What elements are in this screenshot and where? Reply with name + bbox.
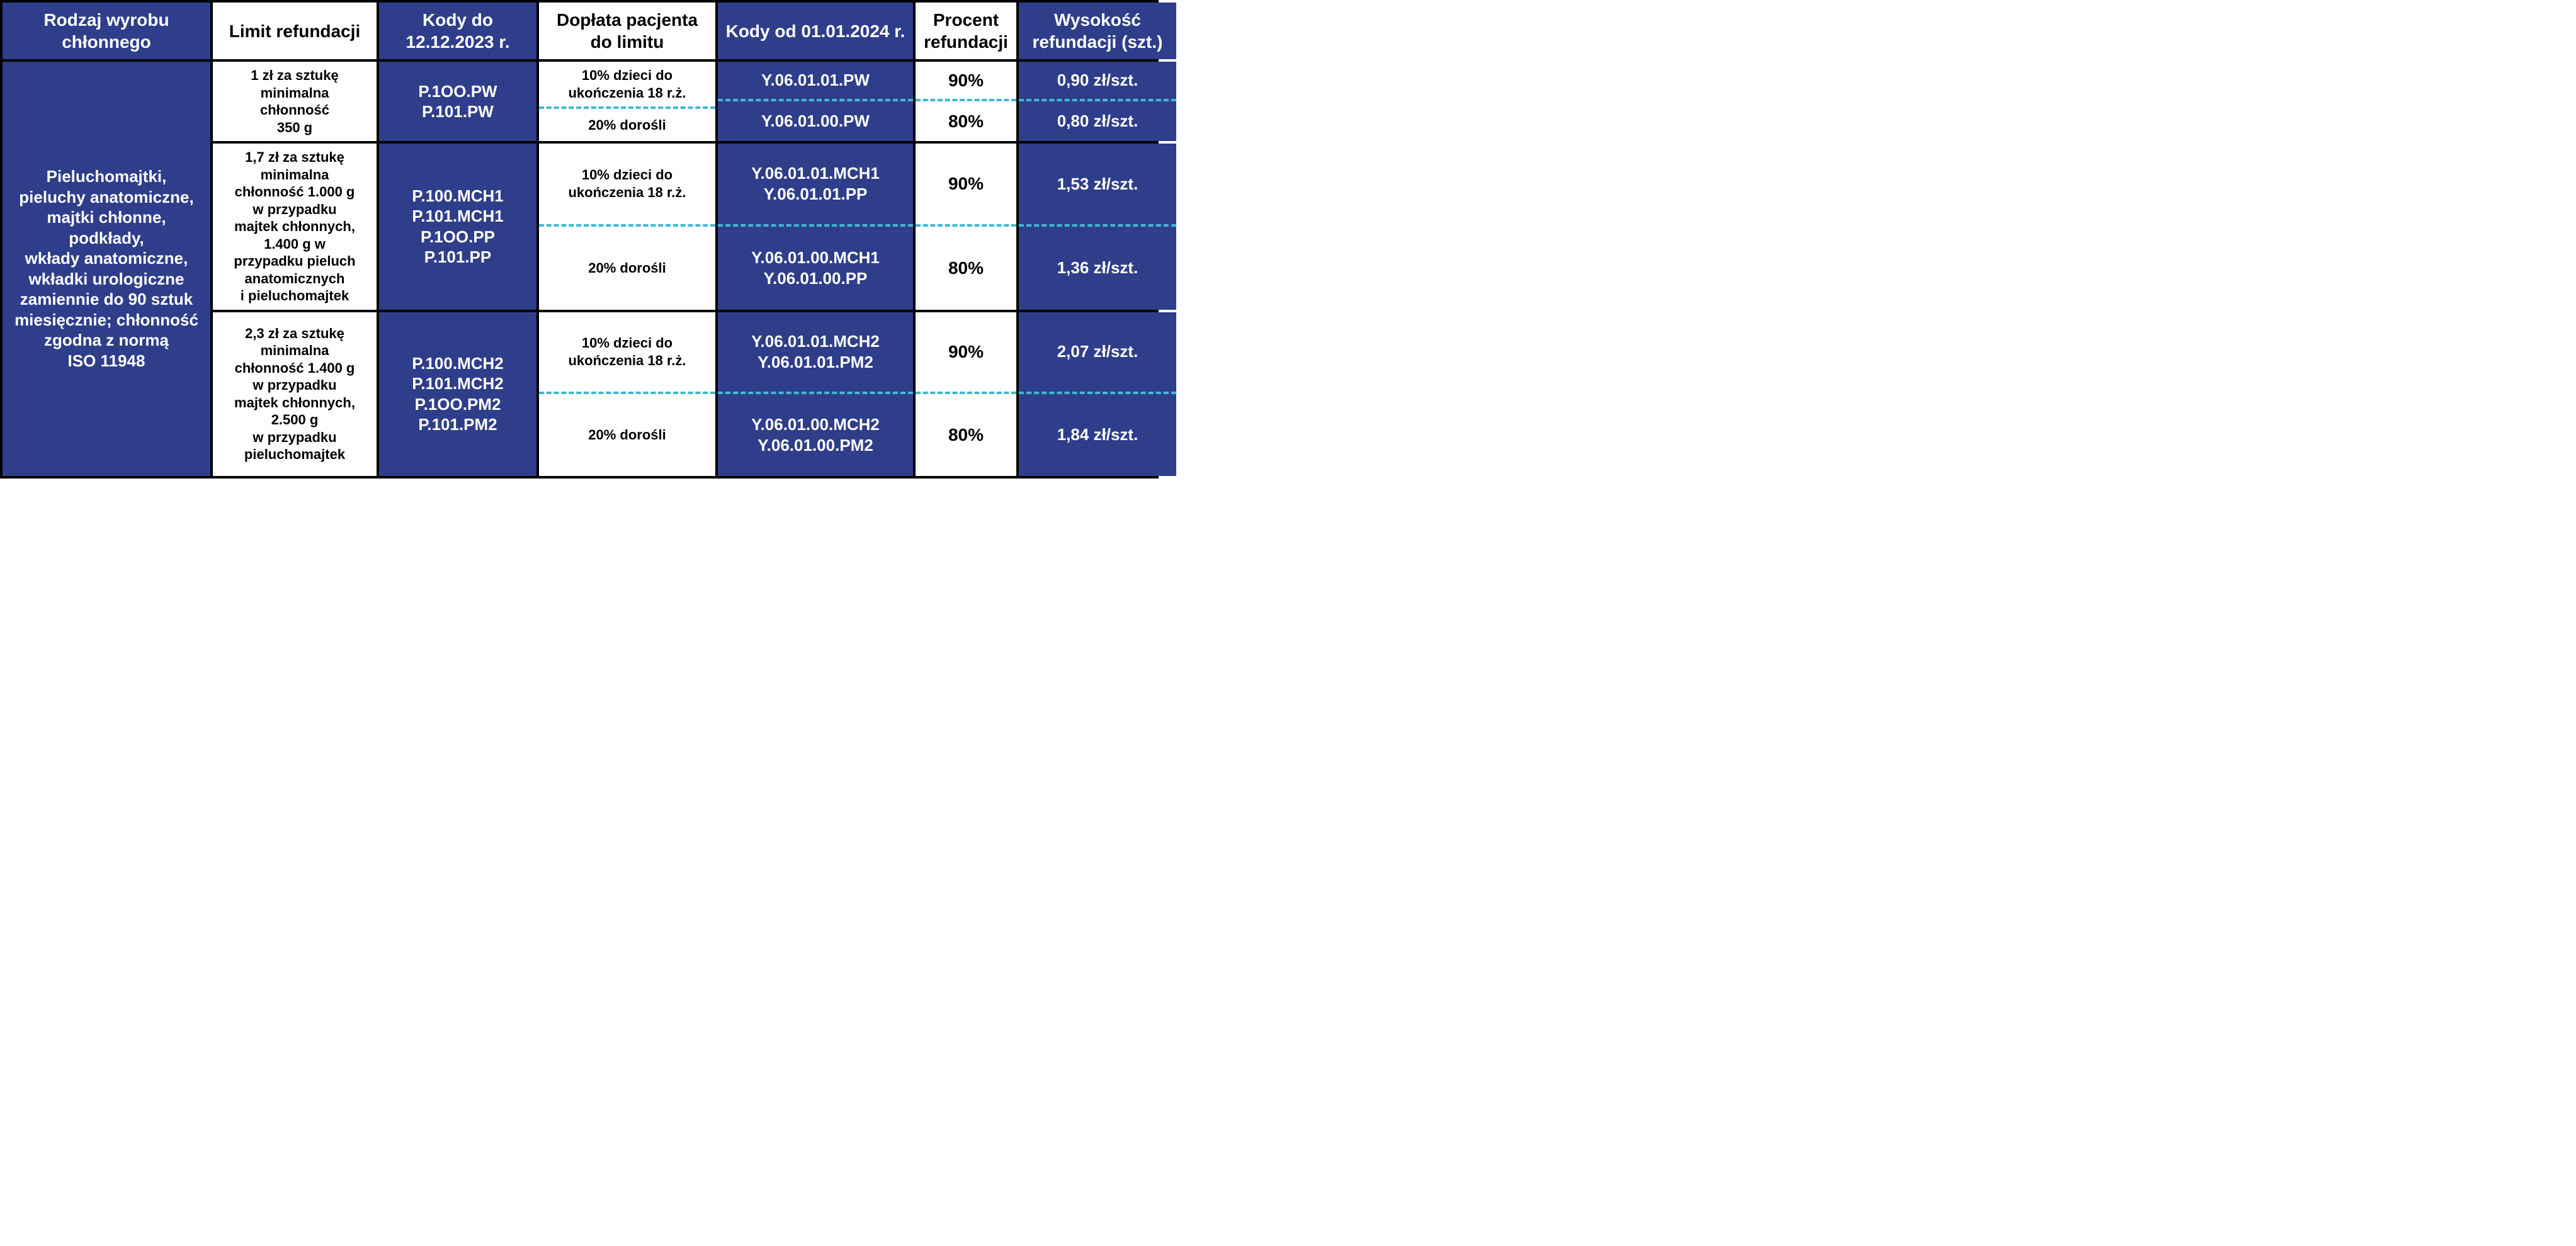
amount-g3-adults: 1,84 zł/szt. — [1019, 394, 1176, 476]
col-header-limit: Limit refundacji — [213, 3, 377, 59]
surcharge-g2-children: 10% dzieci do ukończenia 18 r.ż. — [539, 144, 715, 227]
surcharge-g3-adults: 20% dorośli — [539, 394, 715, 476]
codes-new-g3-adults: Y.06.01.00.MCH2 Y.06.01.00.PM2 — [718, 394, 913, 476]
codes-old-g3: P.100.MCH2 P.101.MCH2 P.1OO.PM2 P.101.PM… — [379, 312, 536, 476]
surcharge-g3: 10% dzieci do ukończenia 18 r.ż. 20% dor… — [539, 312, 715, 476]
amount-g1: 0,90 zł/szt. 0,80 zł/szt. — [1019, 62, 1176, 141]
percent-g2-adults: 80% — [916, 227, 1016, 310]
col-header-codes-old: Kody do 12.12.2023 r. — [379, 3, 536, 59]
col-header-product: Rodzaj wyrobu chłonnego — [3, 3, 210, 59]
codes-new-g2: Y.06.01.01.MCH1 Y.06.01.01.PP Y.06.01.00… — [718, 144, 913, 310]
col-header-percent: Procent refundacji — [916, 3, 1016, 59]
amount-g1-adults: 0,80 zł/szt. — [1019, 101, 1176, 141]
percent-g1: 90% 80% — [916, 62, 1016, 141]
col-header-surcharge: Dopłata pacjenta do limitu — [539, 3, 715, 59]
percent-g3-children: 90% — [916, 312, 1016, 394]
surcharge-g1-children: 10% dzieci do ukończenia 18 r.ż. — [539, 62, 715, 109]
codes-new-g1: Y.06.01.01.PW Y.06.01.00.PW — [718, 62, 913, 141]
percent-g3-adults: 80% — [916, 394, 1016, 476]
codes-new-g2-children: Y.06.01.01.MCH1 Y.06.01.01.PP — [718, 144, 913, 227]
col-header-codes-new: Kody od 01.01.2024 r. — [718, 3, 913, 59]
surcharge-g1-adults: 20% dorośli — [539, 109, 715, 141]
percent-g3: 90% 80% — [916, 312, 1016, 476]
product-type-label: Pieluchomajtki, pieluchy anatomiczne, ma… — [3, 62, 210, 476]
limit-g1: 1 zł za sztukę minimalna chłonność 350 g — [213, 62, 377, 141]
surcharge-g2-adults: 20% dorośli — [539, 227, 715, 310]
surcharge-g1: 10% dzieci do ukończenia 18 r.ż. 20% dor… — [539, 62, 715, 141]
refund-table: Rodzaj wyrobu chłonnego Limit refundacji… — [0, 0, 1159, 479]
percent-g2: 90% 80% — [916, 144, 1016, 310]
codes-new-g1-adults: Y.06.01.00.PW — [718, 101, 913, 141]
amount-g1-children: 0,90 zł/szt. — [1019, 62, 1176, 101]
surcharge-g2: 10% dzieci do ukończenia 18 r.ż. 20% dor… — [539, 144, 715, 310]
surcharge-g3-children: 10% dzieci do ukończenia 18 r.ż. — [539, 312, 715, 394]
amount-g3-children: 2,07 zł/szt. — [1019, 312, 1176, 394]
amount-g2-adults: 1,36 zł/szt. — [1019, 227, 1176, 310]
percent-g1-children: 90% — [916, 62, 1016, 101]
codes-new-g3-children: Y.06.01.01.MCH2 Y.06.01.01.PM2 — [718, 312, 913, 394]
amount-g2: 1,53 zł/szt. 1,36 zł/szt. — [1019, 144, 1176, 310]
codes-new-g1-children: Y.06.01.01.PW — [718, 62, 913, 101]
codes-new-g3: Y.06.01.01.MCH2 Y.06.01.01.PM2 Y.06.01.0… — [718, 312, 913, 476]
amount-g3: 2,07 zł/szt. 1,84 zł/szt. — [1019, 312, 1176, 476]
amount-g2-children: 1,53 zł/szt. — [1019, 144, 1176, 227]
col-header-amount: Wysokość refundacji (szt.) — [1019, 3, 1176, 59]
codes-old-g1: P.1OO.PW P.101.PW — [379, 62, 536, 141]
codes-old-g2: P.100.MCH1 P.101.MCH1 P.1OO.PP P.101.PP — [379, 144, 536, 310]
percent-g2-children: 90% — [916, 144, 1016, 227]
limit-g2: 1,7 zł za sztukę minimalna chłonność 1.0… — [213, 144, 377, 310]
codes-new-g2-adults: Y.06.01.00.MCH1 Y.06.01.00.PP — [718, 227, 913, 310]
limit-g3: 2,3 zł za sztukę minimalna chłonność 1.4… — [213, 312, 377, 476]
percent-g1-adults: 80% — [916, 101, 1016, 141]
